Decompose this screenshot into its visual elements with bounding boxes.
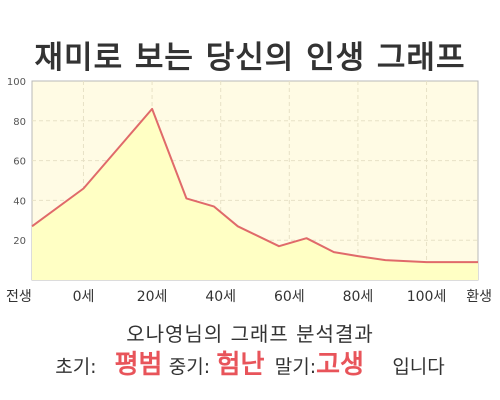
chart-title: 재미로 보는 당신의 인생 그래프: [34, 40, 466, 76]
area-fill: [32, 108, 478, 281]
x-tick-label: 60세: [274, 289, 305, 305]
x-tick-label: 80세: [343, 289, 374, 305]
y-tick-label: 100: [7, 77, 26, 88]
x-tick-label: 0세: [73, 289, 95, 305]
line-path: [31, 107, 478, 264]
y-tick-label: 60: [13, 157, 26, 168]
x-tick-label: 100세: [407, 289, 447, 305]
analysis-verdict: 초기: 평범 중기: 험난 말기:고생 입니다: [0, 344, 500, 381]
series-line: [31, 107, 478, 264]
x-tick-label: 전생: [6, 289, 32, 305]
x-tick-label: 환생: [466, 289, 492, 305]
analysis-caption: 오나영님의 그래프 분석결과: [126, 322, 374, 346]
y-tick-labels: 20 40 60 80 100: [7, 77, 26, 247]
early-label: 초기:: [55, 356, 97, 378]
y-tick-label: 80: [13, 117, 26, 128]
y-tick-label: 20: [13, 236, 26, 247]
x-tick-label: 20세: [137, 289, 168, 305]
middle-value: 험난: [216, 350, 265, 380]
early-value: 평범: [114, 350, 163, 380]
x-tick-labels: 전생 0세 20세 40세 60세 80세 100세 환생: [6, 289, 492, 305]
y-tick-label: 40: [13, 196, 26, 207]
x-tick-label: 40세: [205, 289, 236, 305]
middle-label: 중기:: [168, 356, 211, 378]
late-label: 말기:: [274, 356, 317, 378]
ending-text: 입니다: [392, 356, 445, 378]
late-value: 고생: [316, 350, 364, 380]
area-polygon: [32, 108, 478, 281]
